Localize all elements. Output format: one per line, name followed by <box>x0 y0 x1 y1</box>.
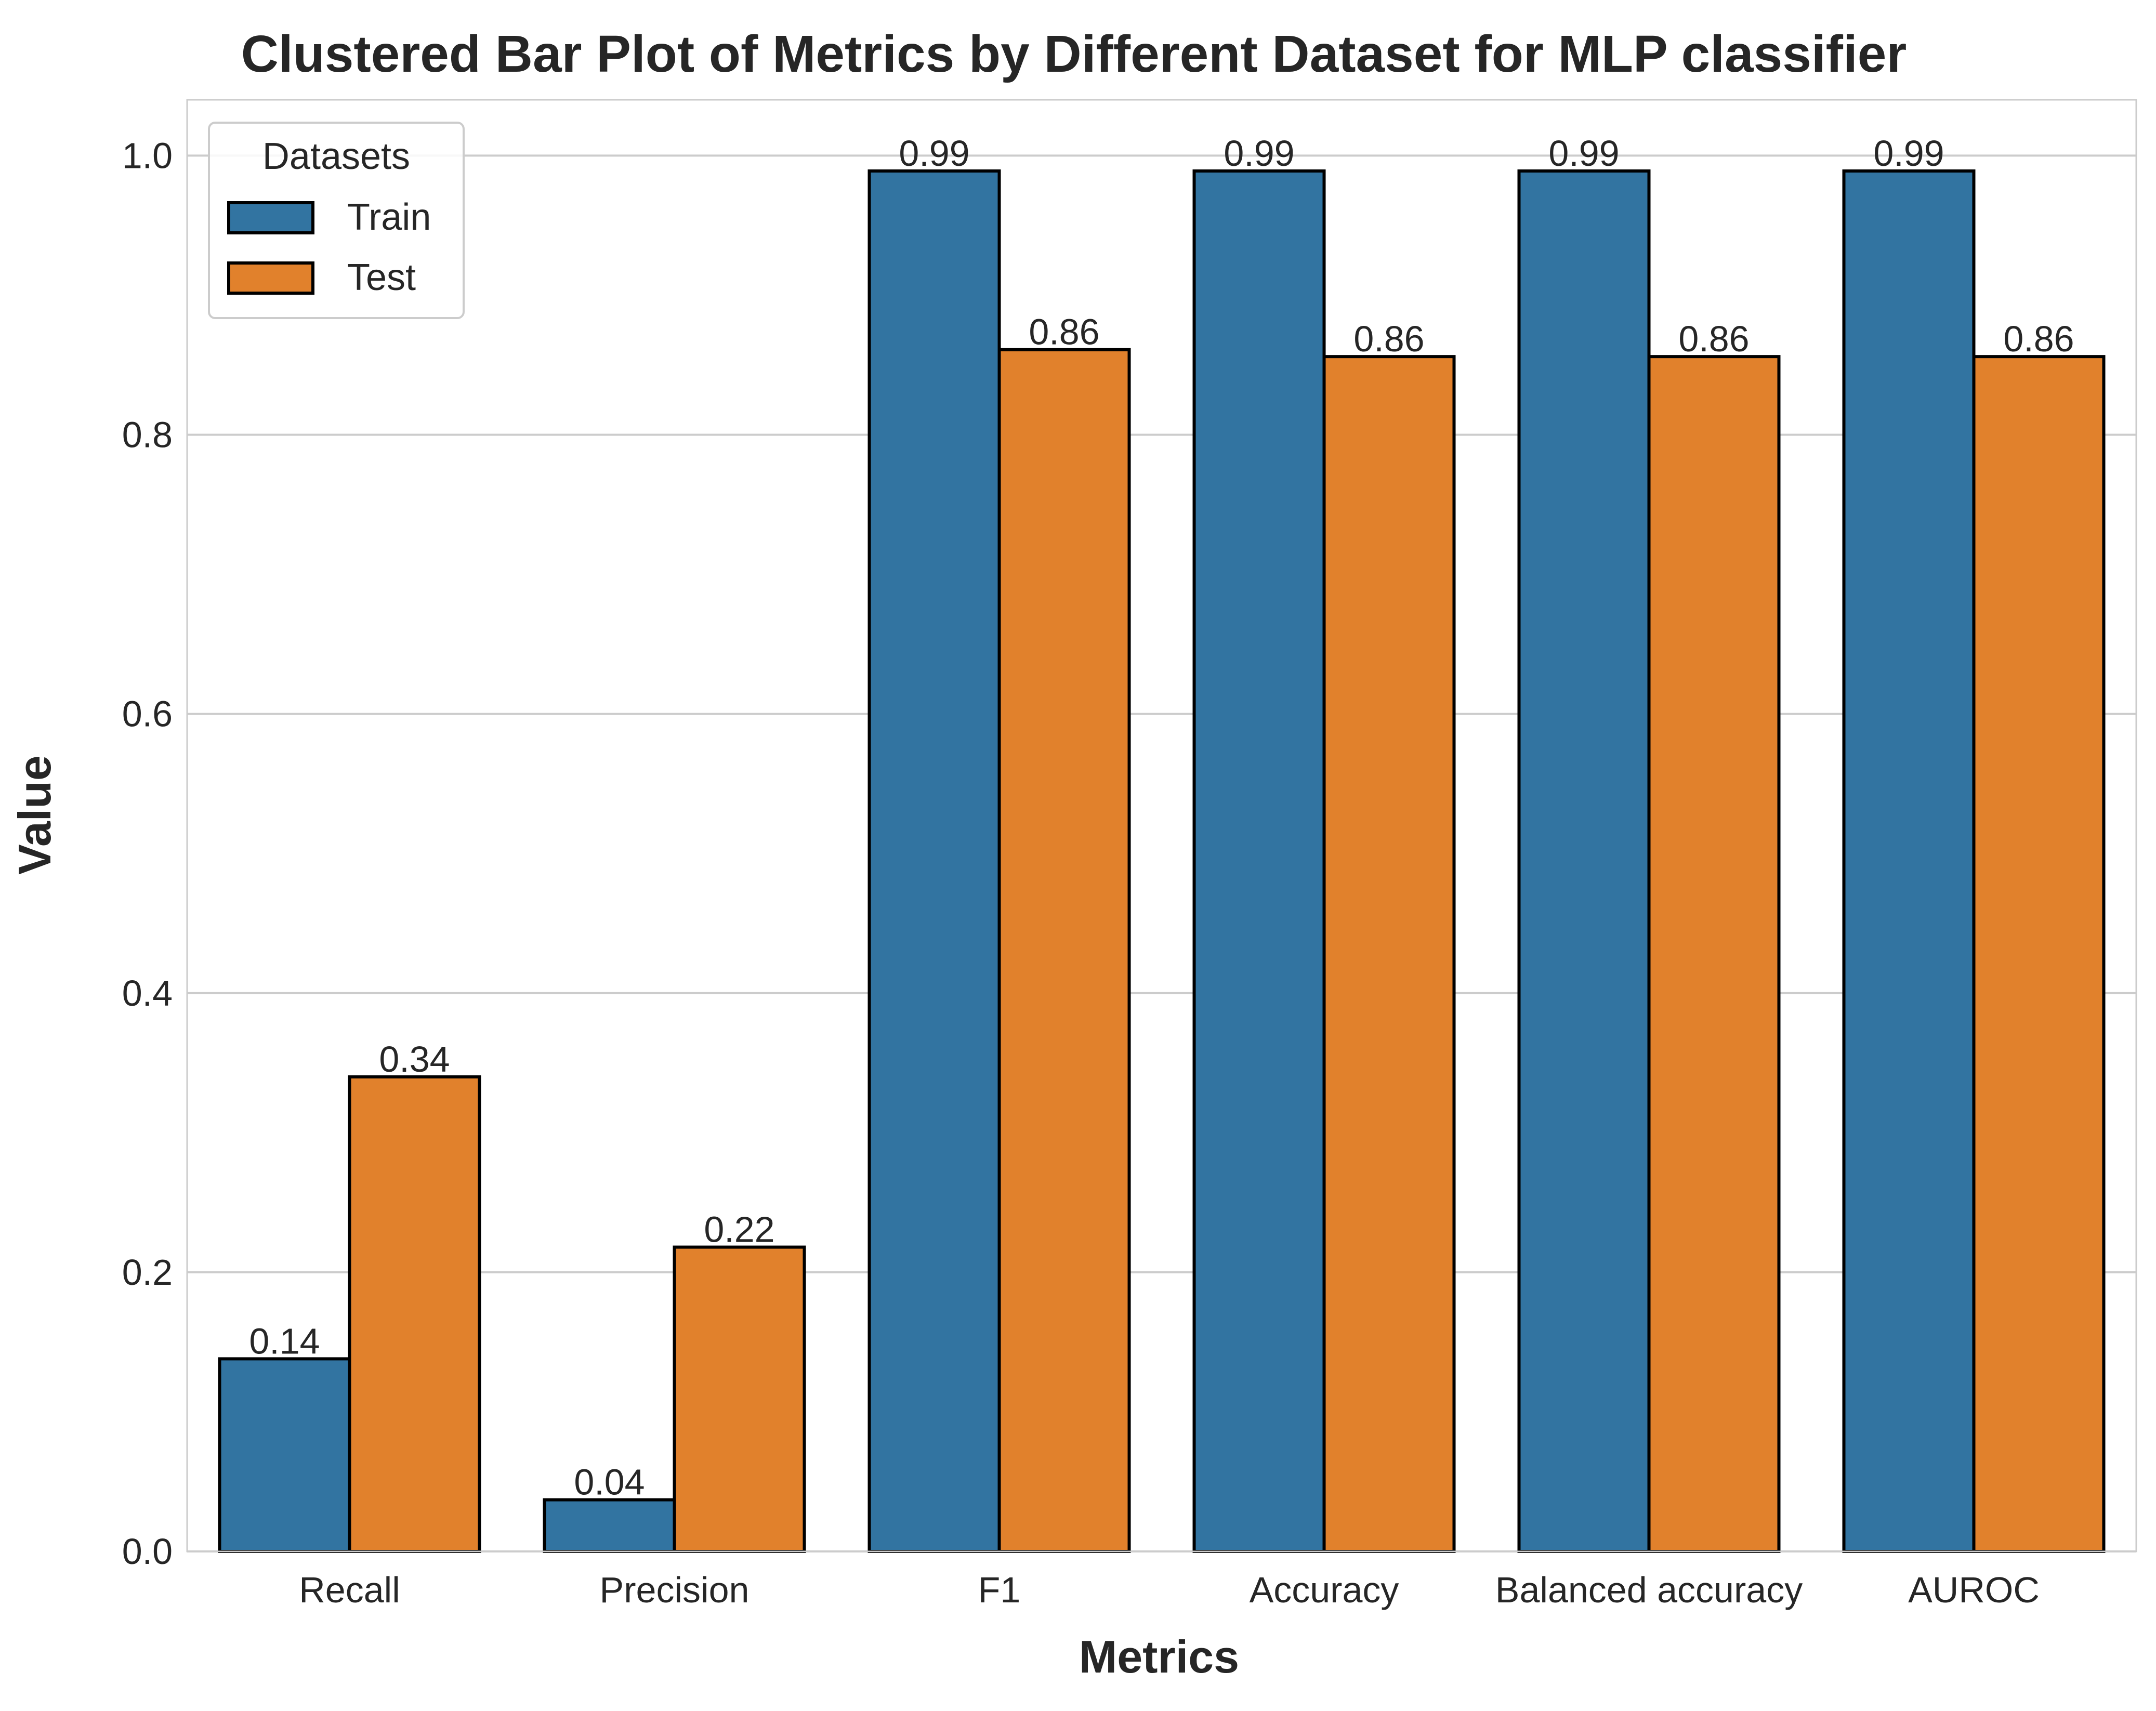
bar-value-label: 0.34 <box>379 1039 450 1080</box>
bar-train-recall <box>218 1357 351 1553</box>
bar-test-accuracy <box>1322 355 1456 1553</box>
legend-title: Datasets <box>262 136 410 177</box>
bar-test-f1 <box>997 348 1131 1553</box>
y-tick-label: 0.8 <box>122 415 173 455</box>
bar-value-label: 0.99 <box>1548 133 1619 174</box>
y-axis-ticks: 0.0 0.2 0.4 0.6 0.8 1.0 <box>122 135 173 1572</box>
x-tick-label: Accuracy <box>1250 1570 1399 1610</box>
x-tick-label: Recall <box>299 1570 400 1610</box>
bar-test-balanced-accuracy <box>1647 355 1781 1553</box>
legend: Datasets Train Test <box>208 122 465 319</box>
bar-value-label: 0.99 <box>899 133 969 174</box>
legend-swatch-test <box>227 261 314 295</box>
bar-train-balanced-accuracy <box>1517 169 1651 1554</box>
x-tick-label: Precision <box>600 1570 750 1610</box>
bar-test-recall <box>348 1075 481 1553</box>
bar-value-label: 0.86 <box>1353 319 1424 359</box>
chart-title: Clustered Bar Plot of Metrics by Differe… <box>241 25 1907 83</box>
bar-value-labels: 0.14 0.34 0.04 0.22 0.99 0.86 0.99 0.86 0.99 0.86… <box>249 133 2074 1503</box>
bar-test-precision <box>673 1245 806 1553</box>
bar-value-label: 0.99 <box>1873 133 1944 174</box>
y-tick-label: 0.4 <box>122 973 173 1014</box>
bar-train-auroc <box>1842 169 1976 1554</box>
x-tick-label: F1 <box>978 1570 1021 1610</box>
bar-train-f1 <box>867 169 1001 1554</box>
plot-area <box>187 100 2136 1551</box>
bar-test-auroc <box>1972 355 2106 1553</box>
x-axis-ticks: Recall Precision F1 Accuracy Balanced accura… <box>299 1570 2040 1610</box>
bar-train-accuracy <box>1192 169 1326 1554</box>
x-tick-label: Balanced accuracy <box>1495 1570 1803 1610</box>
bar-value-label: 0.86 <box>1029 312 1099 352</box>
bar-train-precision <box>543 1498 676 1553</box>
bar-value-label: 0.22 <box>704 1209 774 1250</box>
bars <box>218 169 2106 1554</box>
x-tick-label: AUROC <box>1908 1570 2040 1610</box>
y-tick-label: 0.6 <box>122 694 173 734</box>
y-axis-label: Value <box>9 755 60 875</box>
legend-swatch-train <box>227 201 314 234</box>
bar-value-label: 0.04 <box>574 1462 645 1503</box>
y-tick-label: 0.2 <box>122 1252 173 1293</box>
y-tick-label: 0.0 <box>122 1531 173 1572</box>
bar-value-label: 0.99 <box>1224 133 1294 174</box>
legend-label-train: Train <box>347 196 431 238</box>
bar-value-label: 0.86 <box>1678 319 1749 359</box>
x-axis-label: Metrics <box>1079 1631 1239 1682</box>
bar-value-label: 0.14 <box>249 1321 320 1361</box>
bar-value-label: 0.86 <box>2003 319 2074 359</box>
y-tick-label: 1.0 <box>122 135 173 176</box>
legend-label-test: Test <box>347 257 416 298</box>
legend-entries: Train Test <box>227 196 431 298</box>
plot-frame <box>186 99 2137 1552</box>
